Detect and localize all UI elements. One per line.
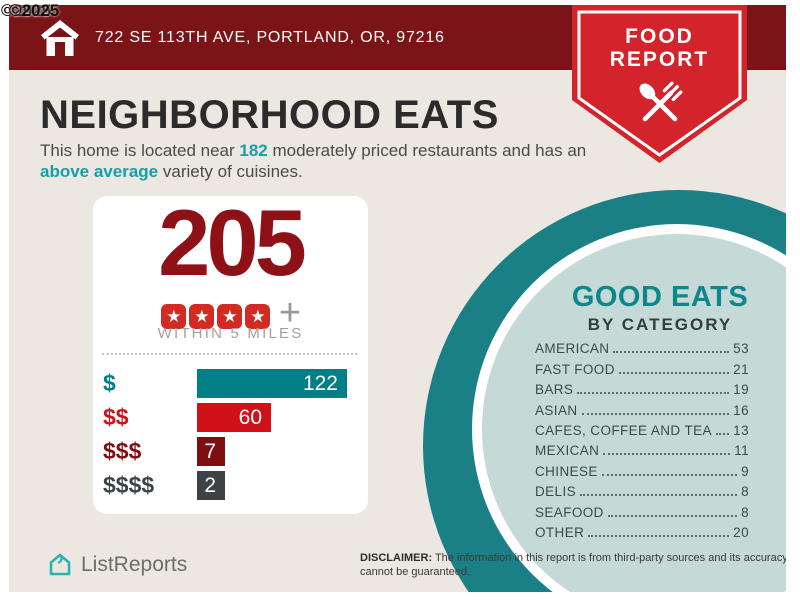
dotted-leader — [601, 473, 738, 476]
price-bar-row: $$$ 7 — [93, 437, 368, 466]
category-label: OTHER — [535, 524, 585, 540]
disclaimer: DISCLAIMER: The information in this repo… — [360, 551, 786, 579]
badge-ribbon-shape — [572, 5, 747, 163]
price-bar-row: $$$$ 2 — [93, 471, 368, 500]
category-label: CAFES, COFFEE AND TEA — [535, 422, 712, 438]
subtitle-mid: moderately priced restaurants and has an — [267, 141, 587, 160]
category-value: 21 — [733, 361, 749, 377]
price-tier-label: $$$ — [103, 438, 142, 464]
dotted-leader — [607, 514, 738, 517]
watermark-text: ©2025 — [1, 1, 52, 20]
listreports-house-icon — [49, 553, 71, 576]
price-bar: 60 — [197, 403, 271, 432]
price-bar: 7 — [197, 437, 225, 466]
category-row: OTHER 20 — [535, 520, 749, 540]
category-label: CHINESE — [535, 463, 598, 479]
property-address: 722 SE 113TH AVE, PORTLAND, OR, 97216 — [95, 28, 445, 46]
good-eats-circle — [423, 190, 786, 592]
bar-value: 122 — [302, 372, 338, 395]
variety-highlight: above average — [40, 161, 159, 181]
category-value: 13 — [733, 422, 749, 438]
dotted-leader — [581, 412, 730, 415]
category-row: AMERICAN 53 — [535, 336, 749, 356]
content-area: 722 SE 113TH AVE, PORTLAND, OR, 97216 FO… — [9, 5, 786, 592]
category-value: 20 — [733, 524, 749, 540]
category-value: 8 — [741, 504, 749, 520]
category-label: MEXICAN — [535, 443, 600, 459]
listreports-brand: ListReports — [47, 552, 187, 577]
total-restaurants: 205 — [158, 190, 307, 295]
dotted-leader — [588, 534, 730, 537]
watermark-text: ©2025 — [9, 1, 60, 20]
house-icon — [41, 20, 79, 56]
star-icon: ★ — [189, 304, 215, 329]
price-bar: 2 — [197, 471, 225, 500]
crossed-spoon-fork-icon — [639, 81, 683, 122]
category-row: DELIS 8 — [535, 479, 749, 499]
price-bar-row: $ 122 — [93, 369, 368, 398]
subtitle-post: variety of cuisines. — [158, 161, 303, 181]
good-eats-title: GOOD EATS — [571, 281, 749, 313]
price-bar-row: $$ 60 — [93, 403, 368, 432]
category-value: 9 — [741, 463, 749, 479]
summary-card: 205 ★ ★ ★ ★ + WITHIN 5 MILES $ 122 $$ 60 $$$… — [93, 196, 368, 514]
dotted-leader — [603, 453, 731, 456]
category-row: FAST FOOD 21 — [535, 356, 749, 377]
category-value: 53 — [733, 341, 749, 357]
price-bar: 122 — [197, 369, 347, 398]
subtitle: This home is located near 182 moderately… — [40, 141, 596, 182]
subtitle-pre: This home is located near — [40, 141, 240, 160]
brand-name: ListReports — [81, 552, 188, 576]
radius-caption: WITHIN 5 MILES — [157, 325, 304, 342]
category-label: SEAFOOD — [535, 504, 604, 520]
bar-value: 2 — [204, 474, 216, 497]
star-rating: ★ ★ ★ ★ + — [93, 292, 368, 338]
category-row: CAFES, COFFEE AND TEA 13 — [535, 418, 749, 438]
category-label: FAST FOOD — [535, 361, 615, 377]
price-tier-label: $ — [103, 370, 116, 396]
bar-value: 60 — [238, 406, 262, 429]
disclaimer-text: The information in this report is from t… — [360, 552, 786, 578]
category-value: 19 — [733, 382, 749, 398]
dotted-leader — [618, 371, 730, 374]
category-value: 11 — [734, 443, 749, 459]
disclaimer-label: DISCLAIMER: — [360, 552, 433, 564]
food-report-badge: FOOD REPORT — [572, 5, 747, 167]
price-tier-label: $$$$ — [103, 472, 155, 498]
category-row: BARS 19 — [535, 377, 749, 397]
star-icon: ★ — [161, 304, 187, 329]
category-value: 8 — [741, 484, 749, 500]
badge-line1: FOOD — [625, 25, 694, 48]
category-row: SEAFOOD 8 — [535, 499, 749, 520]
category-row: MEXICAN 11 — [535, 438, 749, 458]
bar-value: 7 — [204, 440, 216, 463]
star-icon: ★ — [217, 304, 243, 329]
category-row: CHINESE 9 — [535, 458, 749, 479]
category-row: ASIAN 16 — [535, 397, 749, 418]
category-label: ASIAN — [535, 402, 578, 418]
category-label: AMERICAN — [535, 341, 610, 357]
category-label: BARS — [535, 382, 574, 398]
dashed-divider — [102, 353, 357, 355]
dotted-leader — [577, 392, 730, 395]
star-icon: ★ — [245, 304, 271, 329]
plus-sign: + — [278, 292, 302, 334]
dotted-leader — [715, 432, 730, 435]
price-tier-label: $$ — [103, 404, 129, 430]
category-value: 16 — [733, 402, 749, 418]
good-eats-subtitle: BY CATEGORY — [587, 315, 733, 334]
category-label: DELIS — [535, 484, 577, 500]
dotted-leader — [580, 494, 738, 497]
category-list: AMERICAN 53 FAST FOOD 21 BARS 19 ASIAN 16 CA… — [535, 336, 749, 540]
badge-line2: REPORT — [609, 48, 710, 71]
restaurant-count: 182 — [239, 141, 268, 160]
page-title: NEIGHBORHOOD EATS — [40, 93, 499, 137]
good-eats-heading: GOOD EATS BY CATEGORY — [495, 281, 786, 335]
dotted-leader — [613, 351, 730, 354]
